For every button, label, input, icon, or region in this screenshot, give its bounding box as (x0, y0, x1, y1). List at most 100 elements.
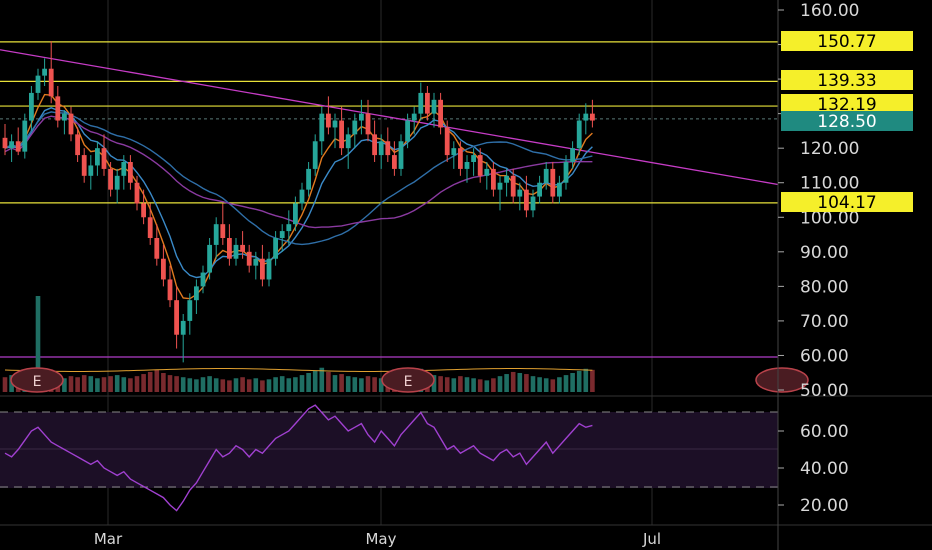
candle-body (497, 182, 503, 190)
price-label-box (781, 94, 913, 114)
candle-body (233, 244, 239, 259)
volume-bar (365, 376, 371, 392)
volume-bar (273, 377, 278, 392)
earnings-marker (10, 367, 64, 393)
candle-body (312, 141, 318, 169)
candle-body (15, 141, 21, 152)
candle-body (583, 113, 589, 121)
volume-bar (477, 379, 483, 392)
volume-bar (517, 373, 523, 392)
candle-body (154, 238, 160, 259)
earnings-marker (755, 367, 809, 393)
candle-body (194, 286, 199, 301)
volume-bars (2, 296, 595, 392)
volume-bar (306, 373, 311, 392)
candle-body (524, 189, 529, 211)
candle-body (491, 168, 496, 190)
candle-body (405, 120, 410, 142)
candle-body (68, 113, 74, 135)
candle-body (471, 155, 476, 162)
price-tick-label: 110.00 (800, 174, 859, 194)
rsi-tick-label: 20.00 (800, 496, 849, 516)
candle-body (411, 113, 417, 121)
volume-bar (147, 371, 153, 392)
time-label: Jul (642, 530, 661, 548)
volume-bar (431, 375, 437, 392)
candle-body (299, 189, 305, 204)
volume-bar (62, 378, 67, 392)
candle-body (359, 113, 364, 121)
volume-bar (200, 377, 206, 392)
candle-body (326, 113, 331, 128)
volume-bar (95, 378, 100, 392)
candle-body (477, 155, 483, 176)
candle-body (563, 162, 569, 183)
ma-slow-line (4, 111, 593, 246)
price-tick-label: 160.00 (800, 1, 859, 21)
candle-body (167, 279, 173, 301)
candle-body (537, 182, 542, 197)
volume-bar (187, 378, 193, 392)
volume-bar (141, 374, 146, 392)
candle-body (273, 238, 278, 259)
candle-body (530, 196, 536, 211)
candle-body (22, 120, 28, 152)
volume-bar (537, 377, 542, 392)
candle-body (365, 113, 371, 135)
candle-body (101, 148, 107, 169)
rsi-band (0, 412, 778, 488)
volume-bar (108, 376, 113, 392)
candle-body (392, 155, 397, 169)
candle-body (62, 113, 67, 121)
volume-bar (444, 377, 450, 392)
price-tick-label: 120.00 (800, 139, 859, 159)
candle-body (517, 189, 523, 197)
candle-body (121, 162, 127, 176)
candle-body (576, 120, 582, 149)
candle-body (293, 203, 298, 225)
candle-body (227, 238, 232, 259)
candle-body (114, 175, 120, 190)
candle-body (95, 148, 100, 166)
price-label-text: 150.77 (817, 32, 876, 52)
volume-bar (471, 378, 476, 392)
volume-bar (339, 374, 344, 392)
rsi-tick-label: 60.00 (800, 422, 849, 442)
candle-body (88, 165, 94, 176)
volume-bar (451, 378, 457, 392)
candle-body (260, 258, 265, 280)
ma-mid-line (4, 107, 593, 279)
candle-body (9, 141, 14, 149)
time-axis: Mar May Jul (94, 530, 661, 548)
volume-bar (286, 378, 292, 392)
volume-bar (484, 380, 490, 392)
candle-body (372, 134, 377, 156)
candle-body (425, 92, 430, 114)
candle-body (570, 148, 575, 162)
candle-body (286, 224, 292, 232)
candle-body (141, 203, 146, 218)
volume-bar (299, 375, 305, 392)
candle-body (266, 258, 272, 280)
candle-body (418, 92, 424, 114)
volume-bar (332, 375, 338, 392)
candle-body (444, 127, 450, 156)
candle-body (279, 231, 285, 238)
volume-bar (504, 374, 509, 392)
volume-bar (174, 376, 179, 392)
price-label-box (781, 111, 913, 131)
candle-body (240, 244, 245, 252)
volume-bar (524, 374, 529, 392)
candle-body (464, 162, 470, 169)
candle-body (352, 120, 358, 135)
volume-bar (227, 380, 232, 392)
rsi-tick-label: 40.00 (800, 459, 849, 479)
volume-bar (279, 376, 285, 392)
volume-bar (372, 377, 377, 392)
price-tick-label: 80.00 (800, 277, 849, 297)
candle-body (220, 224, 226, 238)
price-label-text: 128.50 (817, 112, 876, 132)
